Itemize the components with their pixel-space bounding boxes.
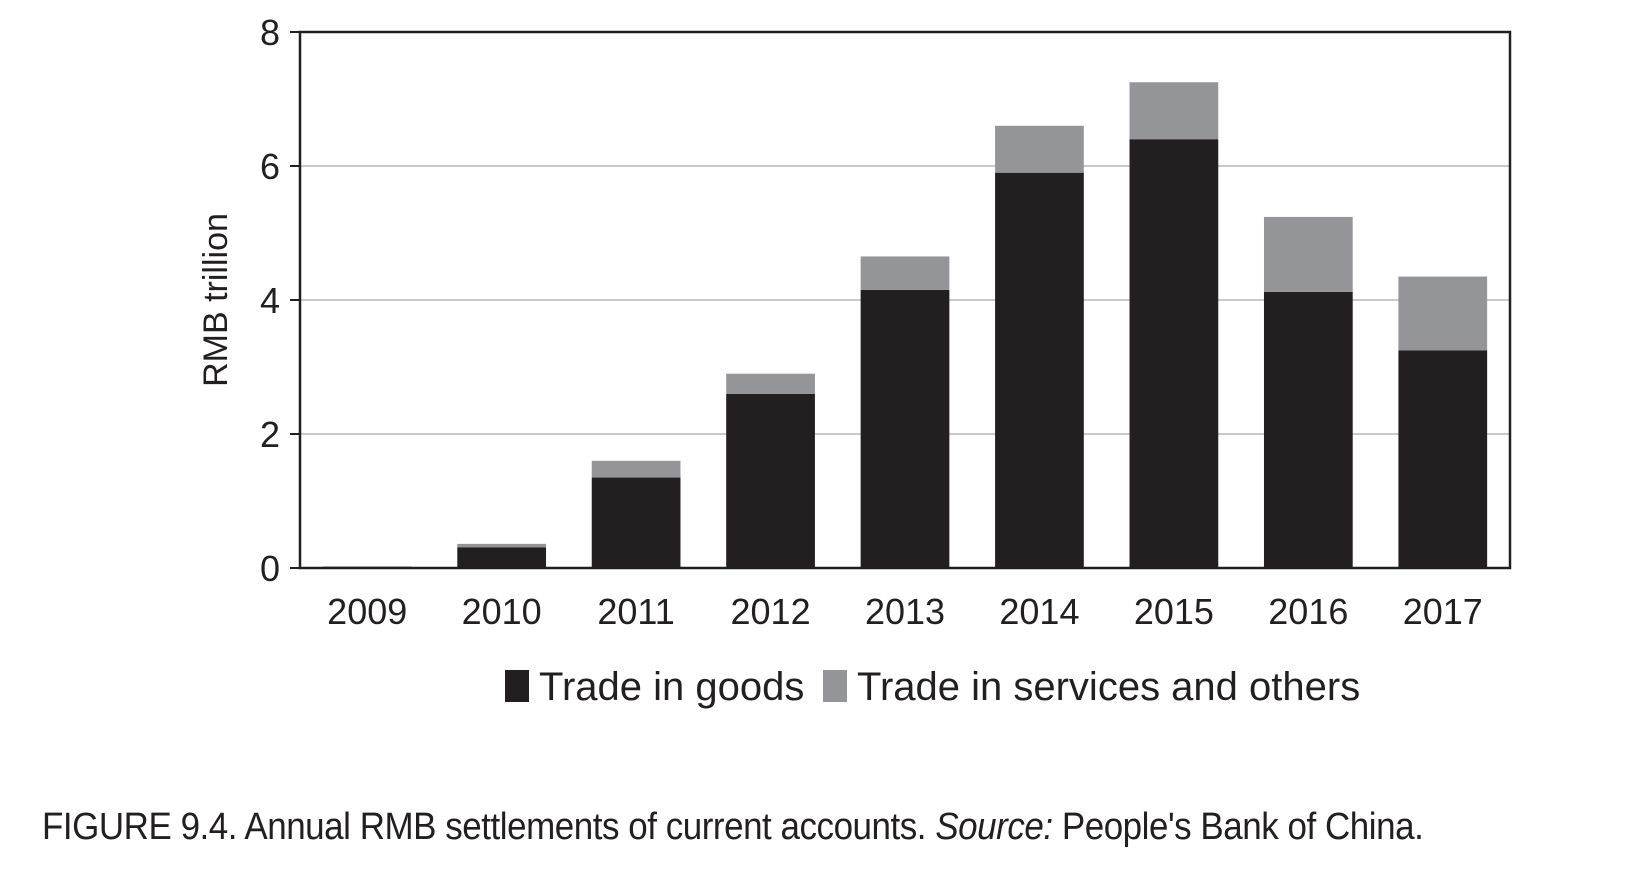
x-tick-label: 2017 <box>1403 591 1483 632</box>
legend-label: Trade in goods <box>539 665 804 709</box>
bar-goods-2010 <box>457 547 547 568</box>
x-tick-label: 2014 <box>999 591 1079 632</box>
bar-goods-2012 <box>726 393 815 568</box>
x-tick-label: 2012 <box>731 591 811 632</box>
x-axis-ticks: 2009 2010 2011 2012 2013 2014 2015 2016 2017 <box>327 591 1483 632</box>
bars <box>322 82 1488 568</box>
bar-goods-2017 <box>1398 350 1488 568</box>
x-tick-label: 2013 <box>865 591 945 632</box>
y-tick-label: 2 <box>260 414 280 455</box>
x-tick-label: 2010 <box>462 591 542 632</box>
bar-services-2016 <box>1263 216 1353 292</box>
bar-goods-2014 <box>995 172 1084 568</box>
x-tick-label: 2011 <box>597 591 674 632</box>
caption-label: FIGURE 9.4. Annual RMB settlements of cu… <box>42 806 927 848</box>
bar-services-2013 <box>860 256 950 290</box>
x-tick-label: 2009 <box>327 591 407 632</box>
bar-services-2012 <box>726 373 815 394</box>
legend-swatch <box>823 670 847 702</box>
y-tick-label: 8 <box>260 12 280 53</box>
y-axis-label: RMB trillion <box>197 213 235 387</box>
bar-goods-2011 <box>591 477 681 568</box>
bar-services-2014 <box>995 125 1084 173</box>
y-axis-ticks: 0 2 4 6 8 <box>260 12 300 589</box>
bar-services-2011 <box>591 460 681 478</box>
bar-goods-2013 <box>860 289 950 568</box>
bar-services-2015 <box>1129 82 1219 140</box>
legend-swatch <box>505 670 529 702</box>
caption-source-text: People's Bank of China. <box>1061 806 1424 848</box>
y-tick-label: 4 <box>260 280 280 321</box>
bar-goods-2016 <box>1263 291 1353 568</box>
caption-source-label: Source: <box>935 806 1053 848</box>
bar-services-2010 <box>457 543 547 548</box>
legend-label: Trade in services and others <box>857 665 1360 709</box>
x-tick-label: 2015 <box>1134 591 1214 632</box>
y-tick-label: 0 <box>260 548 280 589</box>
figure-caption: FIGURE 9.4. Annual RMB settlements of cu… <box>42 806 1424 849</box>
y-tick-label: 6 <box>260 146 280 187</box>
bar-goods-2015 <box>1129 139 1219 568</box>
x-tick-label: 2016 <box>1268 591 1348 632</box>
bar-services-2017 <box>1398 276 1488 351</box>
legend: Trade in goods Trade in services and othe… <box>505 665 1360 709</box>
